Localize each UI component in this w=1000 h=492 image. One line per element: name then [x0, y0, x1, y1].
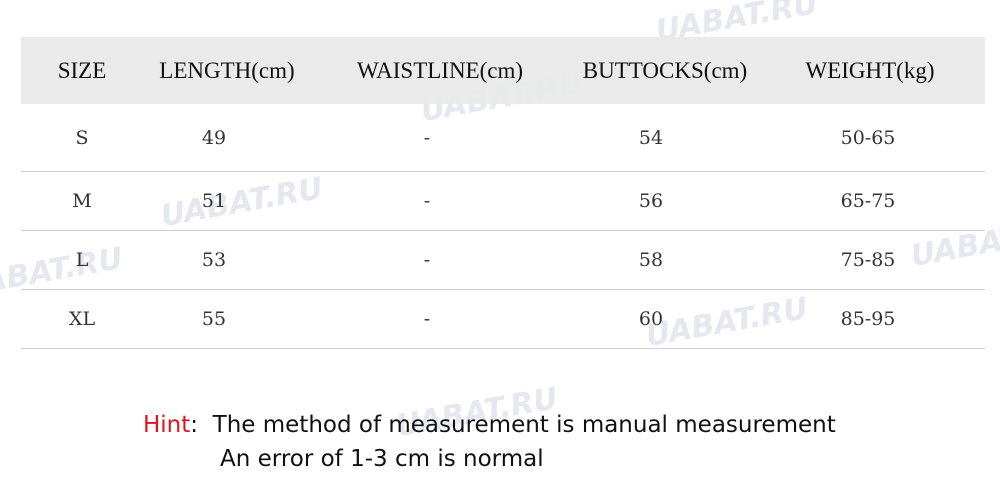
- hint-label: Hint: [143, 412, 191, 438]
- cell-weight: 75-85: [840, 249, 896, 271]
- header-size: SIZE: [57, 57, 107, 83]
- cell-waistline: -: [423, 308, 431, 330]
- cell-waistline: -: [423, 249, 431, 271]
- hint-note: Hint: The method of measurement is manua…: [143, 408, 836, 476]
- header-buttocks: BUTTOCKS(cm): [582, 57, 748, 83]
- cell-waistline: -: [423, 126, 431, 149]
- header-weight: WEIGHT(kg): [805, 57, 935, 83]
- hint-separator: :: [190, 412, 199, 438]
- cell-waistline: -: [423, 190, 431, 212]
- cell-buttocks: 58: [638, 249, 664, 271]
- table-row: M 51 - 56 65-75: [21, 172, 985, 231]
- cell-length: 51: [201, 190, 227, 212]
- hint-line-1: The method of measurement is manual meas…: [212, 412, 836, 438]
- cell-buttocks: 56: [638, 190, 664, 212]
- hint-line-2: An error of 1-3 cm is normal: [220, 446, 544, 472]
- table-row: S 49 - 54 50-65: [21, 104, 985, 172]
- cell-size: XL: [68, 308, 96, 330]
- table-row: XL 55 - 60 85-95: [21, 290, 985, 349]
- cell-length: 53: [201, 249, 227, 271]
- cell-buttocks: 54: [638, 126, 664, 149]
- table-row: L 53 - 58 75-85: [21, 231, 985, 290]
- cell-size: M: [72, 190, 92, 212]
- cell-weight: 65-75: [840, 190, 896, 212]
- cell-size: L: [75, 249, 89, 271]
- header-waistline: WAISTLINE(cm): [356, 57, 524, 83]
- size-chart-table: SIZE LENGTH(cm) WAISTLINE(cm) BUTTOCKS(c…: [21, 37, 985, 349]
- header-length: LENGTH(cm): [159, 57, 295, 83]
- cell-weight: 50-65: [840, 126, 896, 149]
- cell-size: S: [75, 126, 89, 149]
- table-header: SIZE LENGTH(cm) WAISTLINE(cm) BUTTOCKS(c…: [21, 37, 985, 104]
- cell-buttocks: 60: [638, 308, 664, 330]
- cell-length: 49: [201, 126, 227, 149]
- cell-length: 55: [201, 308, 227, 330]
- cell-weight: 85-95: [840, 308, 896, 330]
